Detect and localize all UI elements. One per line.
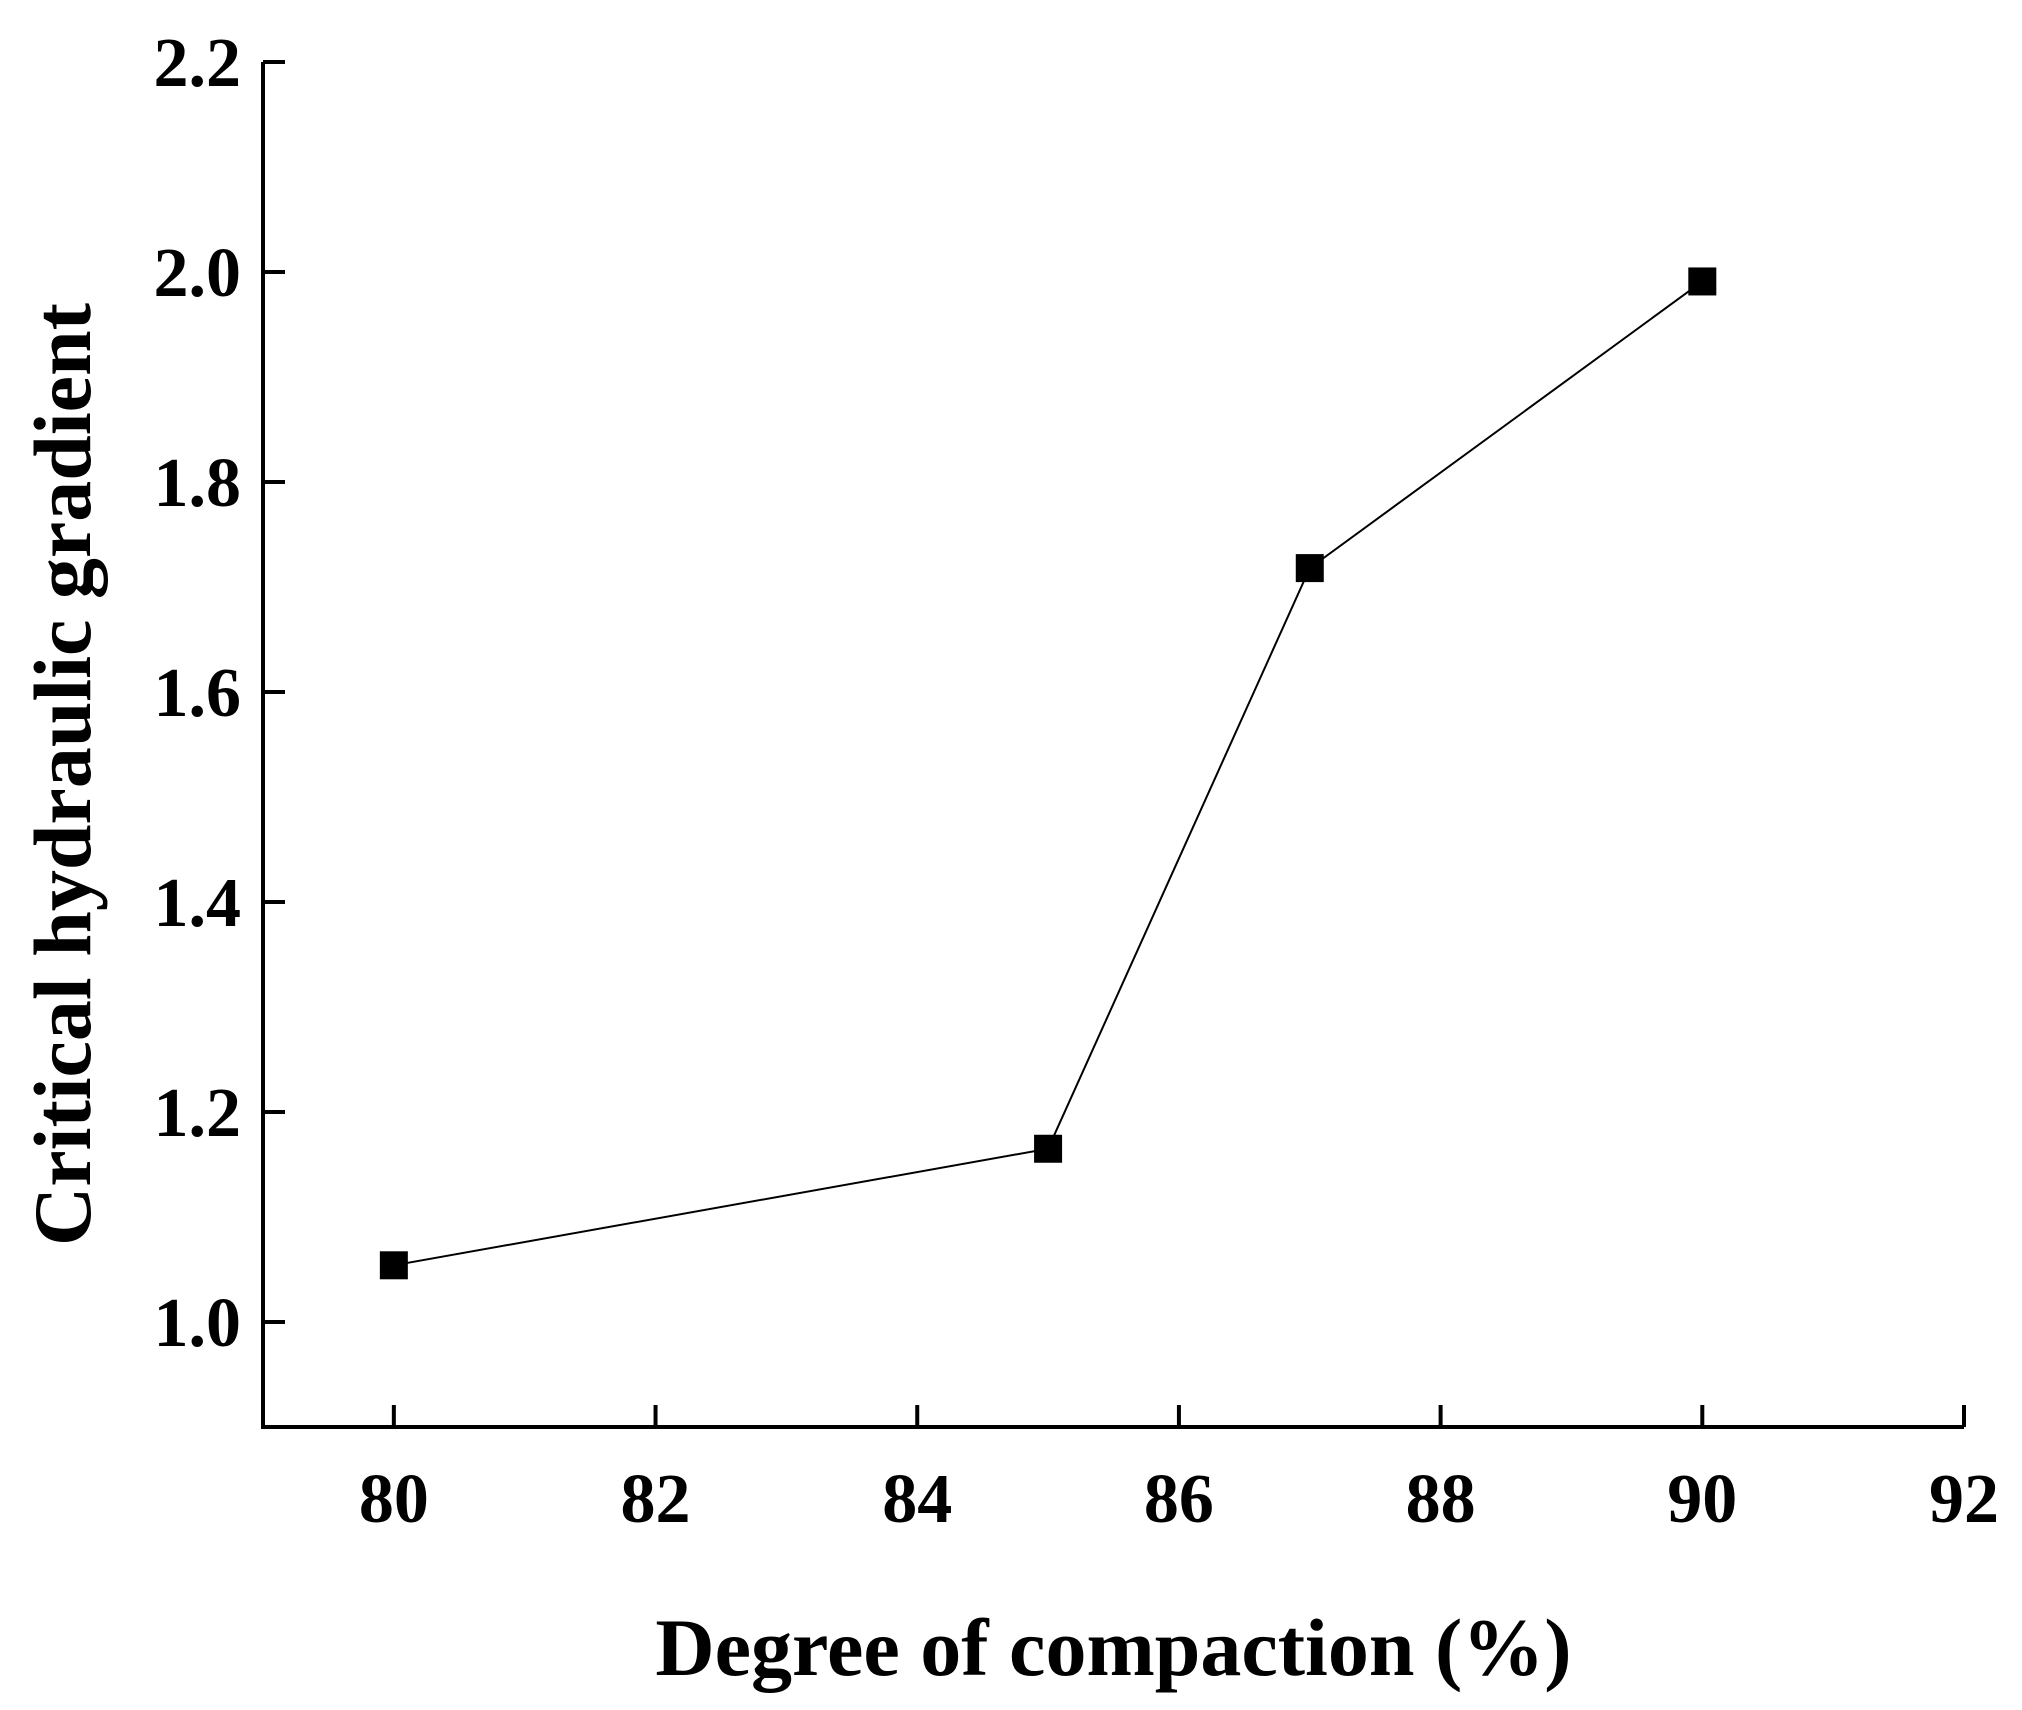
series-line (393, 280, 1703, 1267)
x-axis-title: Degree of compaction (%) (655, 1602, 1571, 1693)
x-tick-label: 86 (1144, 1461, 1214, 1538)
y-tick-label: 2.0 (154, 235, 242, 312)
data-point (1034, 1134, 1063, 1163)
y-tick-label: 1.8 (154, 445, 242, 522)
x-tick-label: 80 (359, 1461, 429, 1538)
y-tick-label: 2.2 (154, 25, 242, 102)
x-tick-label: 82 (621, 1461, 691, 1538)
axis-frame (261, 62, 1964, 1429)
data-point (379, 1251, 408, 1280)
data-point (1688, 267, 1717, 296)
axes (261, 62, 1964, 1429)
x-tick-label: 88 (1406, 1461, 1476, 1538)
x-tick-label: 84 (882, 1461, 952, 1538)
y-axis-ticks: 1.0 1.2 1.4 1.6 1.8 2.0 2.2 (154, 25, 285, 1362)
y-tick-label: 1.0 (154, 1285, 242, 1362)
y-tick-label: 1.4 (154, 865, 242, 942)
y-tick-label: 1.6 (154, 655, 242, 732)
x-tick-label: 92 (1929, 1461, 1999, 1538)
y-tick-label: 1.2 (154, 1075, 242, 1152)
x-tick-label: 90 (1667, 1461, 1737, 1538)
data-point (1295, 554, 1324, 583)
y-axis-title: Critical hydraulic gradient (17, 303, 108, 1246)
series-layer (379, 267, 1717, 1280)
x-axis-ticks: 80 82 84 86 88 90 92 (359, 1405, 1999, 1538)
